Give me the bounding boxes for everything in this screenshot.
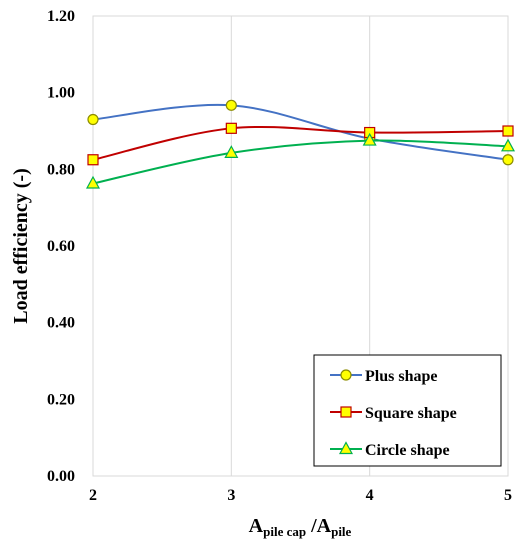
data-point-2-3 <box>500 138 516 152</box>
y-tick-label: 1.00 <box>47 85 75 102</box>
data-point-0-3 <box>502 154 514 166</box>
x-axis-ticks: 2 3 4 5 <box>89 487 512 504</box>
legend-marker-1 <box>340 406 352 418</box>
y-axis-ticks: 0.00 0.20 0.40 0.60 0.80 1.00 1.20 <box>47 8 75 485</box>
x-label-a1: A <box>249 515 264 537</box>
legend-label-2: Circle shape <box>365 442 450 459</box>
y-tick-label: 0.40 <box>47 315 75 332</box>
series-line-2 <box>92 139 509 185</box>
series-2 <box>85 132 516 189</box>
x-tick-label: 3 <box>227 487 235 504</box>
x-tick-label: 4 <box>366 487 374 504</box>
data-point-0-1 <box>225 99 237 111</box>
x-axis-label: Apile cap /Apile <box>249 515 352 539</box>
x-label-sep: /A <box>306 515 332 537</box>
x-label-sub1: pile cap <box>263 524 306 539</box>
y-tick-label: 0.80 <box>47 161 75 178</box>
series-1 <box>87 122 514 166</box>
data-point-2-1 <box>224 145 239 158</box>
x-tick-label: 5 <box>504 487 512 504</box>
series-line-1 <box>92 125 509 161</box>
legend-marker-0 <box>340 369 352 381</box>
y-tick-label: 1.20 <box>47 8 75 25</box>
data-point-1-3 <box>502 125 514 137</box>
x-tick-label: 2 <box>89 487 97 504</box>
series-group <box>85 99 516 189</box>
legend-label-1: Square shape <box>365 405 457 422</box>
data-point-1-1 <box>225 122 237 134</box>
legend: Plus shape Square shape Circle shape <box>313 354 502 467</box>
series-line-0 <box>92 103 509 161</box>
y-tick-label: 0.00 <box>47 468 75 485</box>
legend-label-0: Plus shape <box>365 368 437 385</box>
legend-marker-2 <box>338 441 354 455</box>
data-point-0-0 <box>87 113 99 126</box>
data-point-2-0 <box>85 175 101 189</box>
data-point-2-2 <box>362 132 377 146</box>
y-tick-label: 0.20 <box>47 391 75 408</box>
plot-area-frame <box>92 15 509 477</box>
y-axis-label: Load efficiency (-) <box>10 168 32 324</box>
data-point-1-0 <box>87 154 99 166</box>
y-tick-label: 0.60 <box>47 238 75 255</box>
x-label-sub2: pile <box>331 524 351 539</box>
